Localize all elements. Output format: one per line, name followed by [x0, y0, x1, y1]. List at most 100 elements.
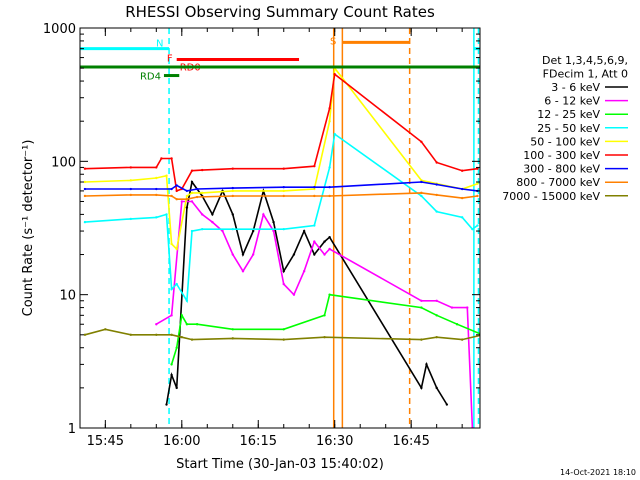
plot-frame	[79, 27, 481, 429]
data-point	[180, 335, 183, 339]
x-tick-label: 16:45	[392, 434, 429, 449]
data-point	[460, 169, 464, 172]
data-point	[435, 314, 438, 317]
data-point	[282, 269, 285, 273]
data-point	[313, 240, 316, 243]
data-point	[420, 180, 423, 184]
data-point	[282, 194, 285, 198]
data-point	[460, 338, 464, 341]
footer-timestamp: 14-Oct-2021 18:10	[560, 468, 636, 477]
data-point	[328, 247, 331, 251]
data-point	[272, 229, 275, 233]
data-point	[190, 229, 194, 233]
data-point	[83, 180, 87, 184]
x-tick-label: 15:45	[87, 434, 124, 449]
annotation-label: S	[330, 36, 336, 47]
data-point	[175, 346, 178, 349]
data-point	[200, 227, 204, 231]
data-point	[282, 282, 285, 286]
data-point	[231, 167, 234, 170]
data-point	[435, 161, 438, 164]
data-point	[165, 174, 168, 177]
data-point	[190, 191, 194, 195]
data-point	[231, 253, 234, 256]
data-point	[160, 157, 163, 160]
data-point	[481, 334, 483, 336]
data-point	[170, 187, 173, 191]
annotation-label: RD4	[140, 72, 161, 83]
data-point	[200, 168, 204, 172]
series-line-50-100keV	[84, 66, 478, 251]
data-point	[231, 328, 234, 331]
data-point	[231, 194, 234, 198]
legend: Det 1,3,4,5,6,9,FDecim 1, Att 03 - 6 keV…	[502, 54, 628, 203]
data-point	[200, 213, 204, 216]
series-line-6-12keV	[155, 200, 474, 428]
y-tick-label: 10	[59, 289, 76, 304]
data-point	[195, 323, 199, 326]
data-point	[292, 293, 296, 296]
data-point	[476, 224, 479, 227]
data-point	[435, 386, 438, 390]
legend-label: 7000 - 15000 keV	[502, 190, 600, 203]
series-line-100-300keV	[84, 72, 478, 192]
legend-label: 100 - 300 keV	[523, 149, 600, 162]
data-point	[435, 193, 438, 197]
data-point	[195, 195, 199, 199]
data-point	[221, 229, 224, 233]
data-point	[313, 224, 316, 227]
data-point	[190, 200, 194, 203]
data-point	[251, 253, 255, 256]
data-point	[420, 338, 423, 341]
data-point	[185, 197, 189, 201]
data-point	[476, 182, 479, 185]
axes: 15:45 16:00 16:15 16:30 16:45 1 10 100 1000	[43, 22, 480, 449]
y-tick-label: 100	[51, 155, 76, 170]
data-point	[313, 164, 316, 168]
data-point	[476, 194, 479, 198]
data-point	[170, 194, 173, 198]
legend-label: 3 - 6 keV	[551, 81, 600, 94]
data-point	[180, 314, 183, 317]
vertical-markers	[168, 28, 480, 428]
data-point	[241, 269, 245, 273]
data-point	[155, 333, 158, 337]
series-line-7000-15000keV	[84, 328, 480, 341]
data-point	[282, 338, 285, 341]
annotation-bars: NFRD0RD4S	[80, 36, 480, 83]
data-point	[83, 220, 87, 224]
data-point	[170, 333, 173, 337]
data-point	[460, 196, 464, 200]
legend-label: 12 - 25 keV	[537, 108, 600, 121]
data-point	[155, 187, 158, 191]
data-point	[165, 403, 168, 406]
data-point	[420, 386, 423, 390]
data-point	[185, 194, 189, 198]
data-point	[155, 176, 158, 180]
data-point	[211, 213, 214, 216]
data-point	[155, 323, 158, 326]
data-point	[170, 157, 173, 160]
data-point	[129, 193, 133, 197]
legend-label: 300 - 800 keV	[523, 163, 600, 176]
data-point	[460, 187, 464, 191]
data-point	[435, 299, 438, 302]
data-point	[241, 253, 245, 256]
data-point	[292, 253, 296, 256]
data-point	[425, 363, 428, 366]
data-point	[251, 229, 255, 233]
data-point	[476, 167, 479, 170]
data-point	[328, 166, 331, 169]
data-point	[129, 333, 133, 337]
data-point	[129, 217, 133, 221]
data-point	[83, 187, 87, 191]
data-point	[328, 107, 331, 110]
data-point	[129, 166, 133, 169]
data-point	[231, 189, 234, 193]
x-tick-label: 16:00	[163, 434, 200, 449]
data-point	[323, 314, 326, 317]
data-point	[231, 186, 234, 190]
data-point	[328, 293, 331, 296]
data-point	[104, 328, 107, 331]
data-point	[328, 235, 331, 239]
